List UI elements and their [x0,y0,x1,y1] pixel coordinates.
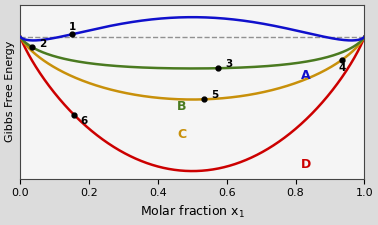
Text: 3: 3 [225,58,232,69]
Text: 6: 6 [81,116,88,126]
Text: 5: 5 [211,90,218,100]
Text: C: C [178,128,187,141]
Y-axis label: Gibbs Free Energy: Gibbs Free Energy [5,41,15,142]
Text: B: B [177,100,187,113]
Text: 2: 2 [39,39,46,49]
Text: D: D [301,158,311,171]
X-axis label: Molar fraction x$_1$: Molar fraction x$_1$ [140,204,245,220]
Text: 4: 4 [338,63,345,72]
Text: 1: 1 [68,22,76,32]
Text: A: A [301,69,311,82]
